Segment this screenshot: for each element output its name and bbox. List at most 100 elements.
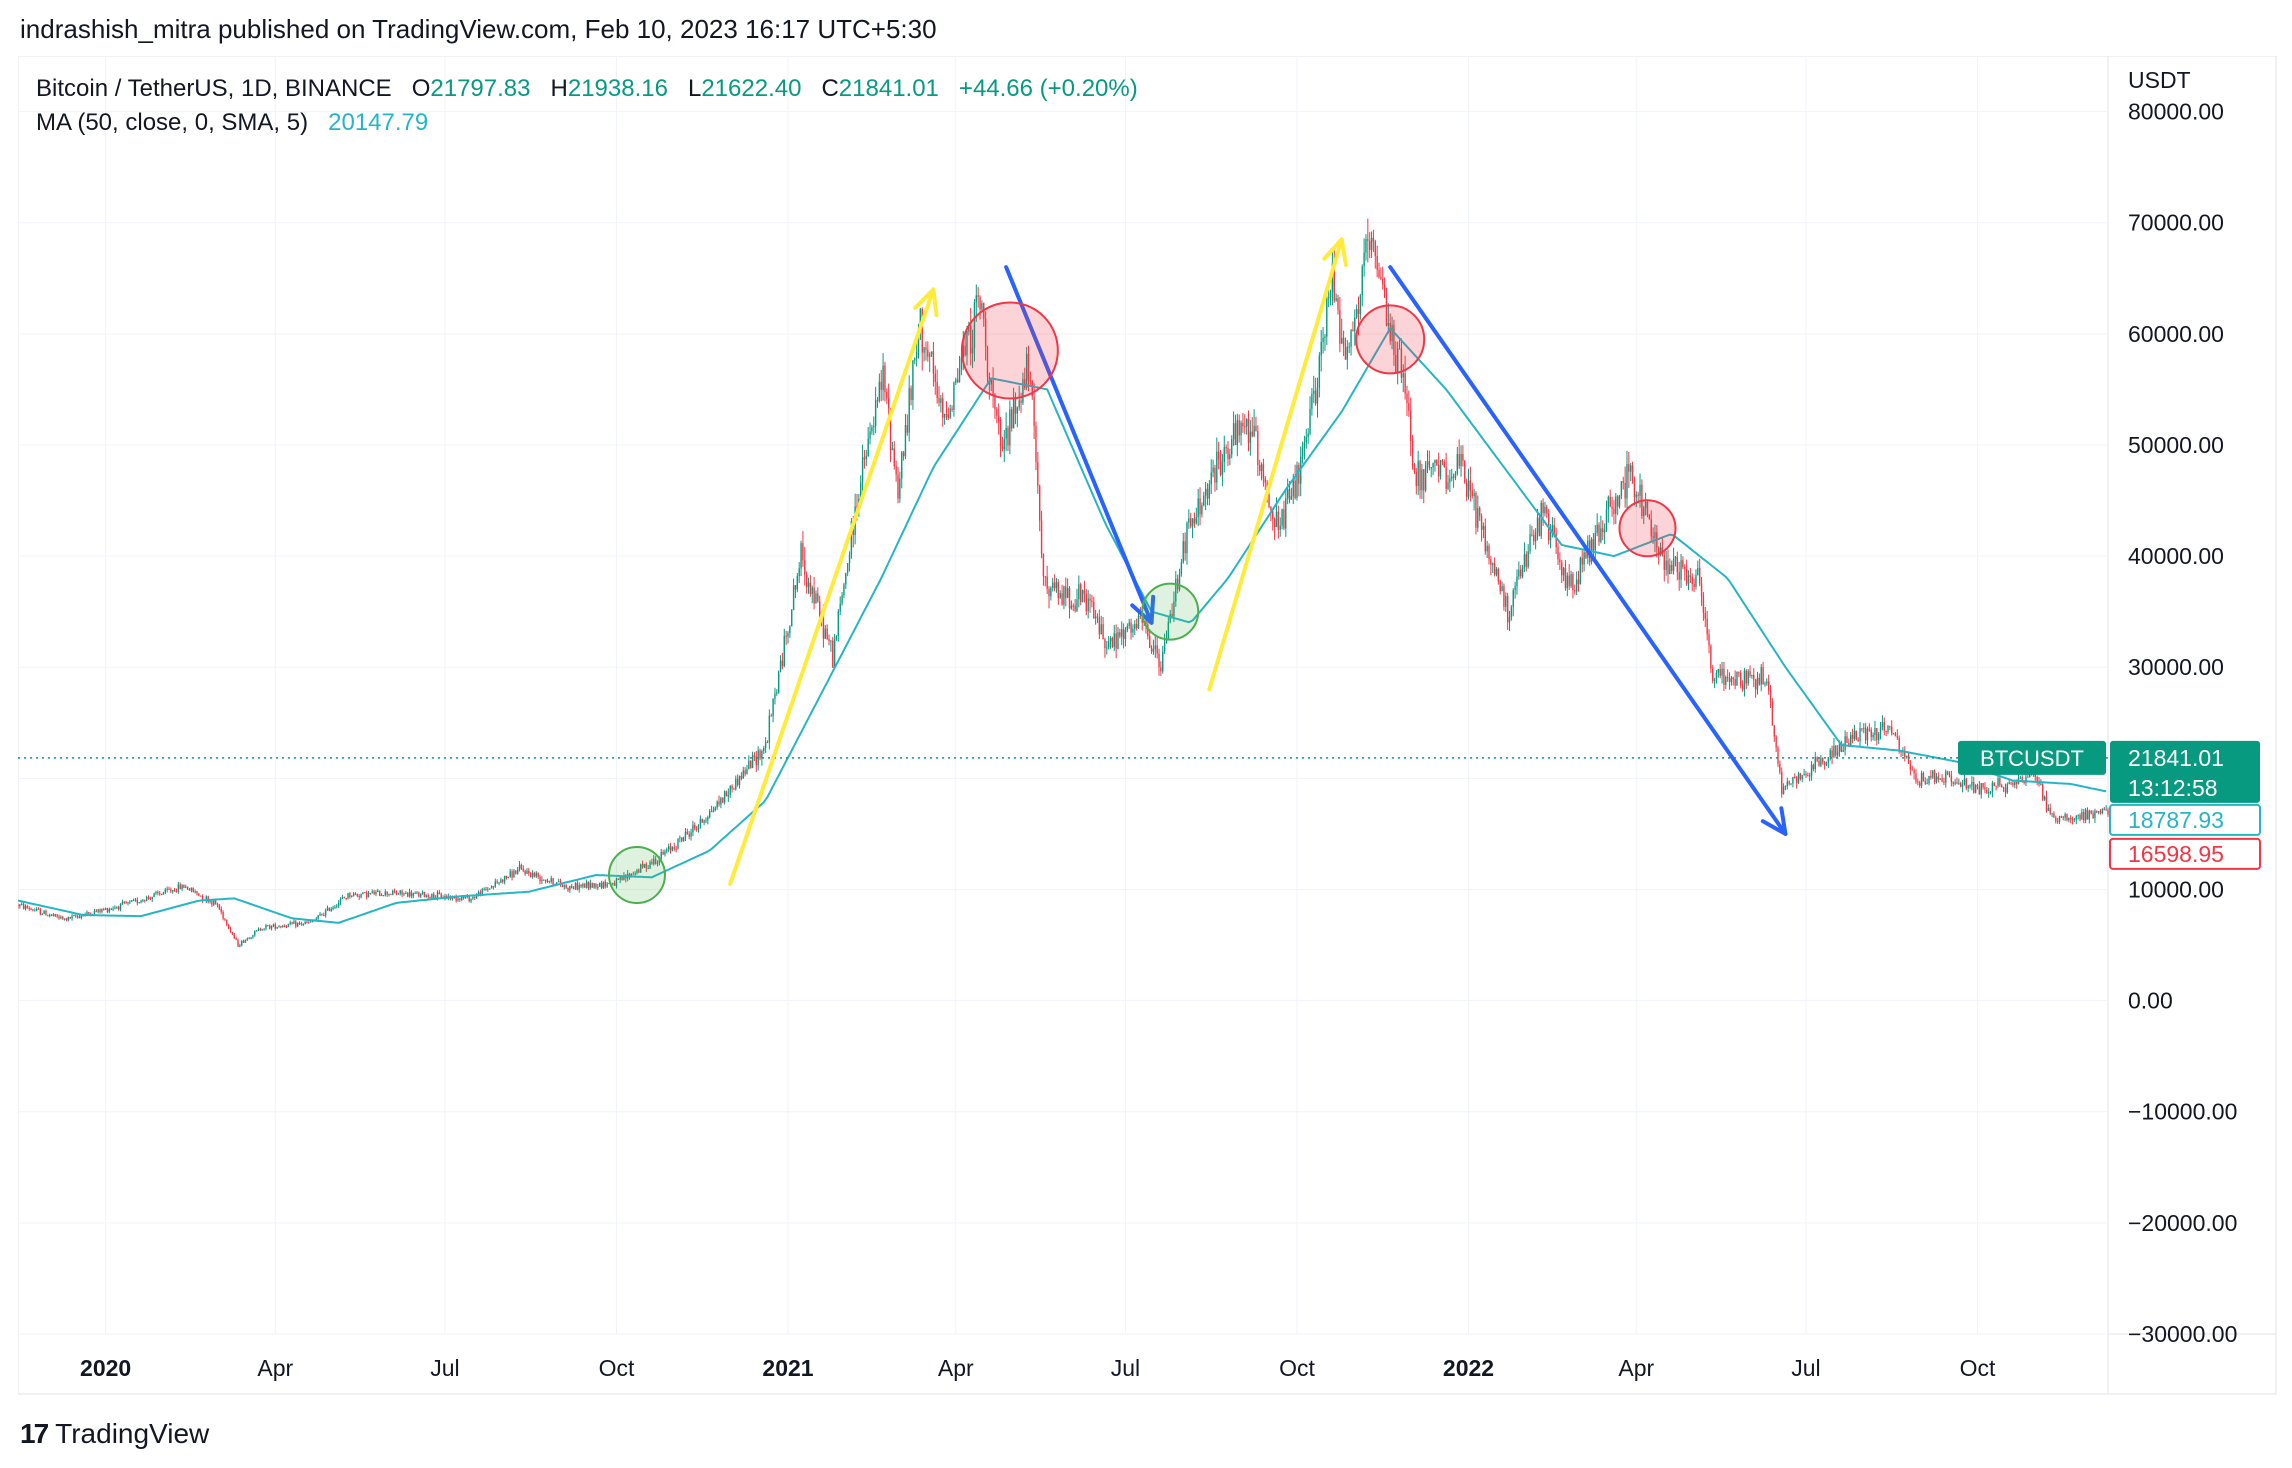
candle-body xyxy=(584,884,586,888)
candle-body xyxy=(1667,560,1669,575)
candle-body xyxy=(1383,284,1386,298)
candle-body xyxy=(330,908,332,911)
candle-body xyxy=(1516,576,1518,587)
candle-body xyxy=(1410,410,1412,441)
green-circle-marker[interactable] xyxy=(607,846,666,905)
candle-body xyxy=(1922,773,1925,782)
candle-body xyxy=(1245,418,1248,427)
candle-body xyxy=(1061,593,1063,605)
candle-body xyxy=(1684,567,1686,570)
candle-body xyxy=(2053,813,2055,818)
candle-body xyxy=(1273,518,1276,528)
candle-body xyxy=(227,925,230,929)
candle-body xyxy=(2051,813,2053,815)
candle-body xyxy=(285,926,288,928)
candle-body xyxy=(475,894,478,898)
candle-body xyxy=(694,824,696,829)
candle-body xyxy=(1954,782,1956,784)
yellow-trend-arrow-head[interactable] xyxy=(1322,237,1348,268)
candle-body xyxy=(725,791,728,797)
candle-body xyxy=(1967,785,1969,789)
candle-body xyxy=(485,888,487,890)
candle-body xyxy=(1857,739,1859,742)
candle-body xyxy=(390,893,392,895)
candle-body xyxy=(1303,442,1306,449)
candle-body xyxy=(472,896,474,899)
candle-body xyxy=(1756,677,1759,690)
candle-body xyxy=(248,938,250,940)
candle-body xyxy=(1738,671,1740,673)
candle-body xyxy=(1676,556,1679,573)
candle-body xyxy=(270,925,273,929)
candle-body xyxy=(563,885,565,887)
candle-body xyxy=(1473,493,1475,497)
candle-body xyxy=(1911,769,1913,771)
candle-body xyxy=(2042,784,2044,800)
candle-body xyxy=(93,910,96,915)
candle-body xyxy=(1525,554,1528,567)
candle-body xyxy=(412,893,414,897)
yellow-trend-arrow[interactable] xyxy=(728,287,936,886)
candle-body xyxy=(895,466,897,475)
candle-body xyxy=(1904,751,1906,758)
candle-body xyxy=(2090,810,2092,814)
time-axis[interactable]: 2020 Apr Jul Oct 2021 Apr Jul Oct 2022 Apr Jul Oct xyxy=(80,1355,1996,1381)
candle-body xyxy=(1298,465,1300,484)
green-circle-marker[interactable] xyxy=(1141,582,1200,641)
candle-body xyxy=(147,897,150,899)
candle-body xyxy=(1145,620,1147,625)
x-tick-label: 2022 xyxy=(1443,1355,1494,1381)
candle-body xyxy=(216,903,219,906)
candle-body xyxy=(1924,781,1926,784)
candle-body xyxy=(1801,775,1803,779)
candle-body xyxy=(272,924,275,926)
candle-body xyxy=(729,785,731,795)
yellow-trend-arrow-head[interactable] xyxy=(913,287,939,318)
candle-body xyxy=(479,892,482,896)
candle-body xyxy=(630,873,633,877)
candle-body xyxy=(1812,764,1815,770)
red-circle-marker[interactable] xyxy=(1355,304,1426,375)
candle-body xyxy=(673,847,675,849)
candle-body xyxy=(716,801,718,808)
legend-ma-label[interactable]: MA (50, close, 0, SMA, 5) xyxy=(36,109,309,136)
candle-body xyxy=(2099,811,2102,814)
last-price-label: 21841.01 xyxy=(2128,745,2224,771)
candle-body xyxy=(1313,390,1315,395)
candle-body xyxy=(1848,743,1850,746)
candle-body xyxy=(1130,622,1132,633)
candle-body xyxy=(1659,547,1662,556)
candle-body xyxy=(1700,583,1703,597)
blue-trend-arrow-head[interactable] xyxy=(1130,594,1156,625)
candle-body xyxy=(498,882,500,884)
candle-body xyxy=(364,892,366,894)
legend-symbol[interactable]: Bitcoin / TetherUS, 1D, BINANCE xyxy=(36,75,392,102)
tradingview-logo[interactable]: 17 TradingView xyxy=(20,1418,209,1450)
red-circle-marker[interactable] xyxy=(1618,499,1677,558)
price-chart[interactable]: 80000.00 70000.00 60000.00 50000.00 40000.00… xyxy=(18,56,2278,1396)
drawing-annotations[interactable] xyxy=(607,237,1788,905)
candle-body xyxy=(884,365,886,393)
yellow-trend-arrow[interactable] xyxy=(1207,237,1344,692)
candle-body xyxy=(1952,782,1954,784)
price-axis[interactable]: 80000.00 70000.00 60000.00 50000.00 40000.00… xyxy=(2128,67,2237,1347)
blue-trend-arrow[interactable] xyxy=(1388,265,1788,836)
blue-trend-arrow-head[interactable] xyxy=(1760,806,1788,836)
candle-body xyxy=(121,901,124,904)
candle-body xyxy=(1570,574,1572,587)
candle-body xyxy=(1643,507,1645,516)
candle-body xyxy=(919,309,922,329)
candle-body xyxy=(502,879,504,882)
symbol-tag-bg xyxy=(1958,740,2106,775)
blue-trend-arrow[interactable] xyxy=(1004,265,1154,625)
candle-body xyxy=(1520,569,1522,577)
red-circle-marker[interactable] xyxy=(960,301,1059,400)
candle-body xyxy=(904,425,907,457)
candle-body xyxy=(897,474,899,499)
candle-body xyxy=(1117,632,1119,649)
candle-body xyxy=(1229,454,1231,459)
candle-body xyxy=(720,797,722,805)
candle-body xyxy=(1124,630,1127,640)
candle-body xyxy=(1555,533,1557,548)
candle-body xyxy=(226,919,228,926)
